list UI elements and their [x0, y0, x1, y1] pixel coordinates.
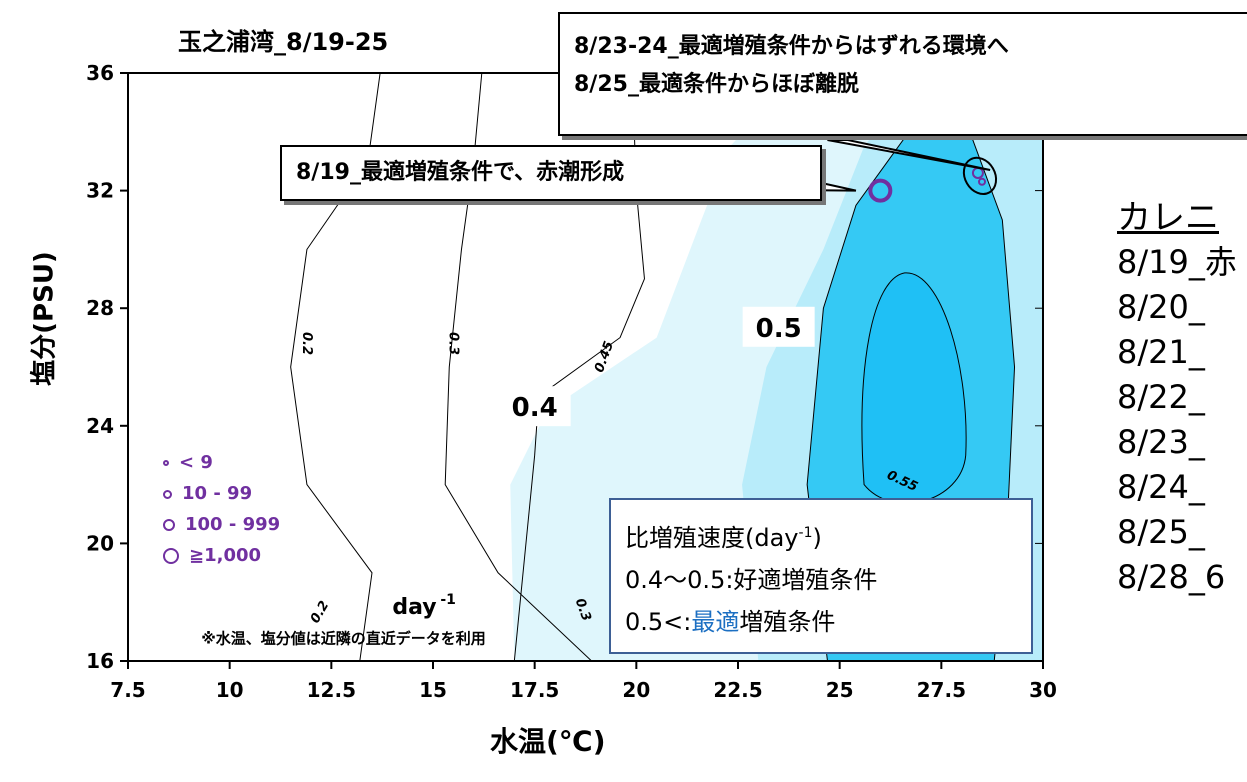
unit-label: day [392, 595, 436, 620]
size-legend-item: 100 - 999 [163, 509, 280, 540]
x-tick-label: 15 [419, 678, 447, 702]
legend-good: 0.4〜0.5:好適増殖条件 [625, 566, 878, 594]
legend-title: 比増殖速度(day-1) [625, 524, 822, 552]
legend-optimal: 0.5<:最適増殖条件 [625, 608, 836, 636]
x-tick-label: 17.5 [510, 678, 559, 702]
side-panel-item: 8/24_ [1117, 468, 1205, 506]
size-legend-item: < 9 [163, 447, 280, 478]
chart-title: 玉之浦湾_8/19-25 [178, 28, 389, 56]
x-axis-label: 水温(℃) [490, 725, 606, 758]
callout-departure: 8/23-24_最適増殖条件からはずれる環境へ 8/25_最適条件からほぼ離脱 [558, 12, 1247, 136]
callout-departure-line1: 8/23-24_最適増殖条件からはずれる環境へ [574, 34, 1009, 59]
x-tick-label: 20 [622, 678, 650, 702]
x-tick-label: 7.5 [110, 678, 145, 702]
side-panel-item: 8/25_ [1117, 513, 1205, 551]
unit-exponent: -1 [440, 592, 456, 608]
observation-marker [978, 177, 986, 186]
data-note: ※水温、塩分値は近隣の直近データを利用 [201, 629, 486, 647]
highlight-ellipse [962, 156, 998, 195]
y-axis-label: 塩分(PSU) [29, 251, 60, 386]
region-label: 0.4 [512, 393, 558, 423]
growth-rate-legend: 比増殖速度(day-1) 0.4〜0.5:好適増殖条件 0.5<:最適増殖条件 [609, 498, 1033, 654]
side-panel-item: 8/22_ [1117, 378, 1205, 416]
region-label-bg [498, 386, 571, 427]
side-panel-title: カレニ [1117, 198, 1219, 238]
x-tick-label: 10 [216, 678, 244, 702]
x-tick-label: 22.5 [713, 678, 762, 702]
y-tick-label: 24 [86, 414, 114, 438]
side-panel-item: 8/28_6 [1117, 558, 1226, 596]
y-tick-label: 20 [86, 531, 114, 555]
side-panel-item: 8/20_ [1117, 288, 1205, 326]
x-tick-label: 27.5 [917, 678, 966, 702]
side-panel-item: 8/23_ [1117, 423, 1205, 461]
region-label: 0.5 [756, 314, 802, 344]
size-legend: < 9 10 - 99 100 - 999 ≧1,000 [163, 447, 280, 571]
size-legend-item: 10 - 99 [163, 478, 280, 509]
observation-marker [868, 178, 893, 203]
contour-value-label: 0.3 [445, 332, 460, 355]
contour-value-label: 0.3 [572, 596, 594, 623]
callout-bloom: 8/19_最適増殖条件で、赤潮形成 [280, 145, 822, 201]
contour-value-label: 0.2 [299, 332, 314, 355]
side-panel-item: 8/19_赤 [1117, 243, 1237, 281]
callout-pointer-top [827, 139, 991, 172]
callout-departure-line2: 8/25_最適条件からほぼ離脱 [574, 72, 859, 97]
size-legend-item: ≧1,000 [163, 540, 280, 571]
side-panel-item: 8/21_ [1117, 333, 1205, 371]
y-tick-label: 32 [86, 179, 114, 203]
side-panel-list: 8/19_赤 8/20_ 8/21_ 8/22_ 8/23_ 8/24_ 8/2… [1117, 240, 1237, 600]
region-label-bg [742, 306, 815, 347]
x-tick-label: 30 [1029, 678, 1057, 702]
x-tick-label: 25 [826, 678, 854, 702]
contour-value-label: 0.2 [308, 598, 333, 625]
y-tick-label: 36 [86, 61, 114, 85]
x-tick-label: 12.5 [307, 678, 356, 702]
region-0.55 [861, 272, 967, 504]
y-tick-label: 28 [86, 296, 114, 320]
y-tick-label: 16 [86, 649, 114, 673]
